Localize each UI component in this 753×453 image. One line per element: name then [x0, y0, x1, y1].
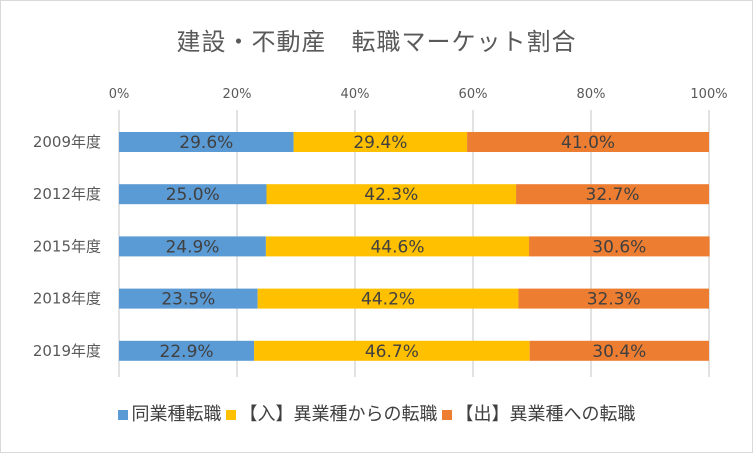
data-label: 22.9% — [160, 342, 214, 362]
legend-item: 同業種転職 — [117, 400, 222, 426]
category-label: 2009年度 — [33, 133, 101, 151]
data-label: 30.6% — [592, 237, 646, 257]
bar-segment-3 — [516, 184, 709, 205]
bar-segment-3 — [529, 340, 709, 361]
legend-label: 【出】異業種への転職 — [455, 404, 636, 425]
bar-segment-1 — [119, 340, 255, 361]
data-label: 41.0% — [561, 133, 615, 153]
bar-segment-2 — [266, 184, 517, 205]
data-label: 42.3% — [364, 185, 418, 205]
bar-segment-1 — [119, 288, 258, 309]
x-tick-label: 20% — [223, 87, 252, 102]
x-tick-label: 100% — [690, 87, 727, 102]
x-tick-label: 60% — [459, 87, 488, 102]
legend-item: 【入】異業種からの転職 — [225, 400, 438, 426]
data-label: 29.6% — [179, 133, 233, 153]
x-tick-label: 80% — [577, 87, 606, 102]
data-label: 46.7% — [365, 342, 419, 362]
category-label: 2018年度 — [33, 290, 101, 308]
data-label: 44.2% — [361, 290, 415, 310]
legend-swatch — [225, 410, 236, 420]
data-label: 23.5% — [161, 290, 215, 310]
bar-segment-3 — [467, 132, 709, 152]
bar-segment-2 — [265, 236, 530, 257]
x-tick-label: 40% — [341, 87, 370, 102]
bar-segment-2 — [257, 288, 519, 309]
legend-swatch — [441, 410, 452, 420]
bar-segment-2 — [254, 340, 530, 361]
bar-segment-1 — [119, 236, 266, 257]
data-label: 25.0% — [166, 185, 220, 205]
bar-segment-1 — [119, 132, 294, 152]
data-label: 24.9% — [165, 237, 219, 257]
bar-segment-3 — [518, 288, 709, 309]
bar-segment-3 — [529, 236, 710, 257]
category-label: 2019年度 — [33, 342, 101, 360]
data-label: 44.6% — [370, 237, 424, 257]
data-label: 30.4% — [592, 342, 646, 362]
category-label: 2015年度 — [33, 237, 101, 255]
chart-title: 建設・不動産 転職マーケット割合 — [176, 28, 577, 56]
bar-segment-1 — [119, 184, 267, 205]
data-label: 32.3% — [587, 290, 641, 310]
legend-label: 同業種転職 — [131, 404, 222, 425]
category-label: 2012年度 — [33, 185, 101, 203]
data-label: 29.4% — [353, 133, 407, 153]
legend-label: 【入】異業種からの転職 — [239, 404, 438, 425]
bar-segment-2 — [293, 132, 468, 152]
legend-swatch — [117, 410, 128, 420]
data-label: 32.7% — [586, 185, 640, 205]
legend: 同業種転職 【入】異業種からの転職 【出】異業種への転職 — [0, 400, 753, 426]
x-tick-label: 0% — [109, 87, 130, 102]
legend-item: 【出】異業種への転職 — [441, 400, 636, 426]
